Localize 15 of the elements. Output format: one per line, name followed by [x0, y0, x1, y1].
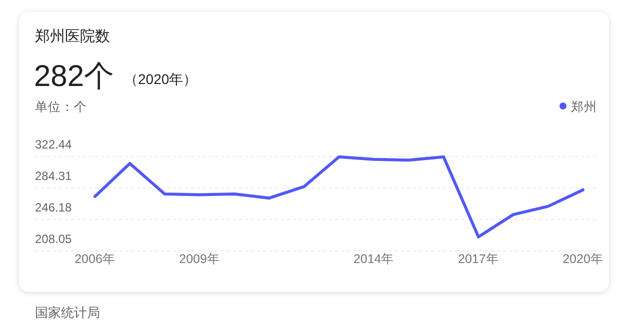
legend-label: 郑州 [571, 100, 597, 114]
text: 282个 [34, 60, 114, 93]
x-tick-label: 2006年 [74, 252, 116, 266]
y-tick-label: 322.44 [35, 138, 72, 152]
y-axis-title: 单位：个 [35, 100, 87, 114]
chart-title: 郑州医院数 [35, 28, 110, 45]
y-tick-label: 284.31 [35, 169, 72, 184]
x-tick-label: 2020年 [562, 252, 604, 266]
text: 国家统计局 [35, 305, 100, 320]
x-tick-label: 2017年 [458, 252, 499, 266]
x-tick-label: 2014年 [353, 252, 394, 266]
text: （2020年） [124, 71, 198, 87]
y-tick-label: 208.05 [35, 232, 72, 246]
y-tick-label: 246.18 [35, 200, 72, 215]
x-tick-label: 2009年 [179, 252, 220, 266]
